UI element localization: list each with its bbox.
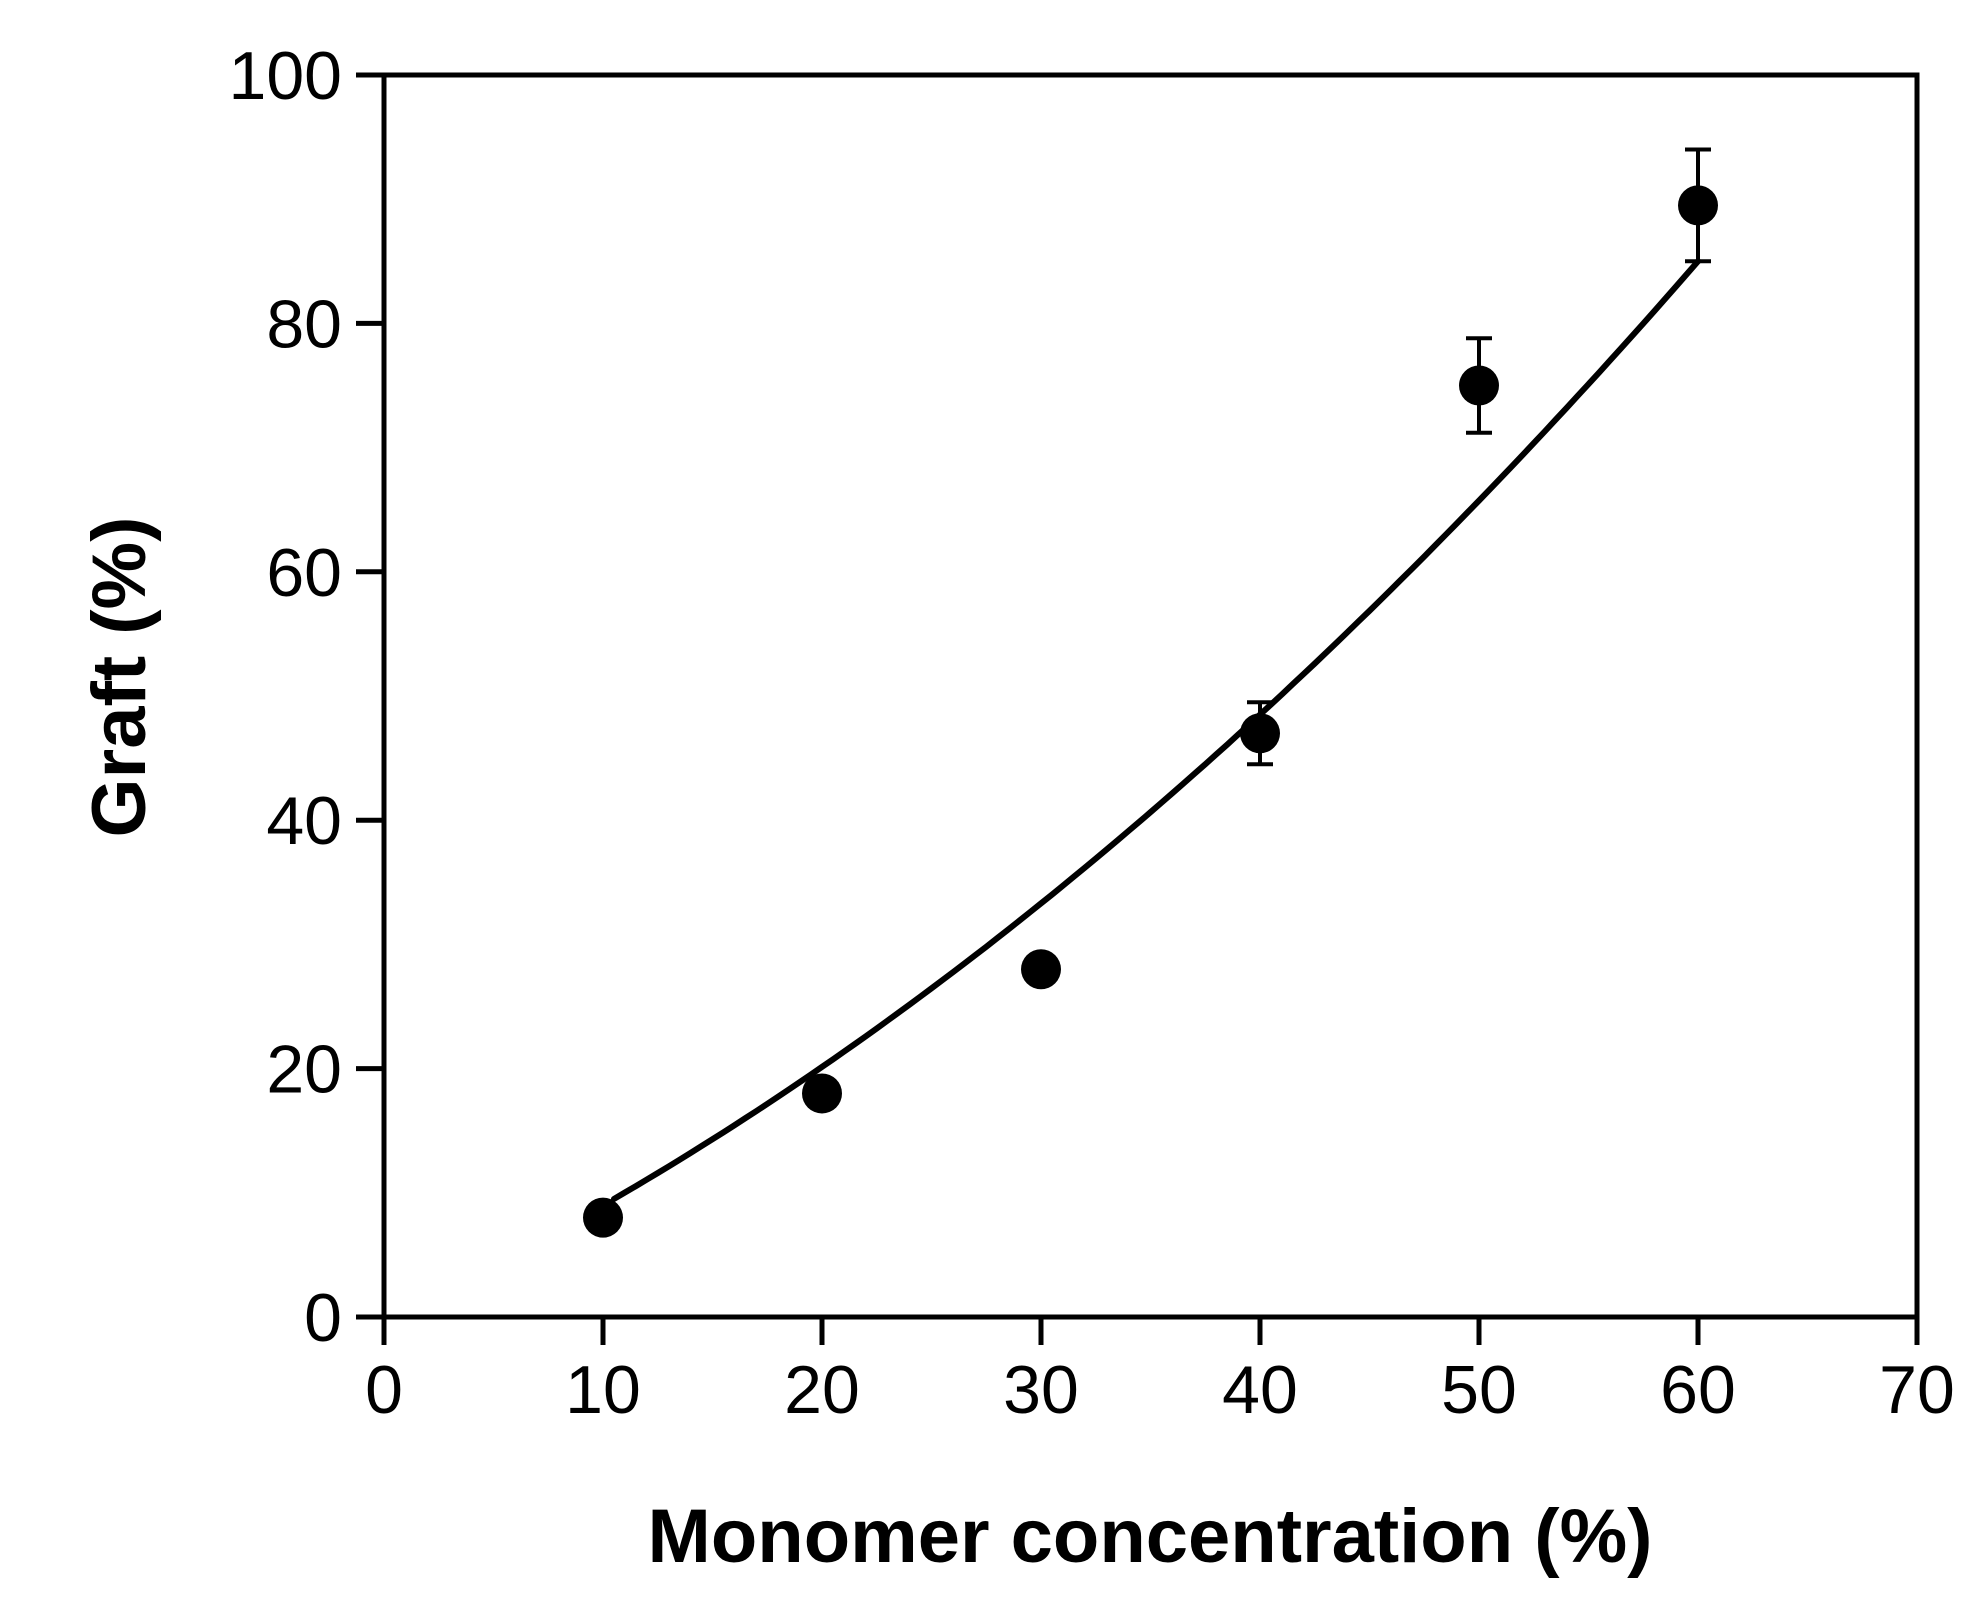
y-axis-title: Graft (%)	[77, 517, 162, 838]
x-tick-label: 10	[565, 1352, 641, 1428]
y-axis-tick-labels: 0 20 40 60 80 100	[229, 38, 342, 1356]
x-tick-label: 0	[365, 1352, 403, 1428]
y-tick-label: 80	[266, 286, 342, 362]
x-axis-tick-labels: 0 10 20 30 40 50 60 70	[365, 1352, 1955, 1428]
y-tick-label: 40	[266, 783, 342, 859]
fit-curve-line	[611, 258, 1701, 1202]
y-tick-label: 60	[266, 535, 342, 611]
x-axis-ticks	[381, 1317, 1920, 1345]
y-tick-label: 20	[266, 1032, 342, 1108]
fit-curve	[611, 258, 1701, 1202]
data-point	[583, 1197, 623, 1238]
data-point	[1459, 365, 1499, 406]
data-point	[802, 1073, 842, 1114]
data-point	[1240, 713, 1280, 754]
y-tick-label: 0	[304, 1280, 342, 1356]
data-point	[1021, 949, 1061, 990]
x-tick-label: 60	[1660, 1352, 1736, 1428]
y-axis-ticks	[356, 72, 384, 1320]
x-tick-label: 70	[1879, 1352, 1955, 1428]
x-tick-label: 50	[1441, 1352, 1517, 1428]
x-axis-title: Monomer concentration (%)	[648, 1494, 1653, 1579]
data-point	[1678, 185, 1718, 226]
x-tick-label: 30	[1003, 1352, 1079, 1428]
data-points	[583, 185, 1718, 1238]
plot-border	[381, 72, 1920, 1320]
x-tick-label: 40	[1222, 1352, 1298, 1428]
y-tick-label: 100	[229, 38, 342, 114]
x-tick-label: 20	[784, 1352, 860, 1428]
error-bars	[590, 147, 1711, 1233]
